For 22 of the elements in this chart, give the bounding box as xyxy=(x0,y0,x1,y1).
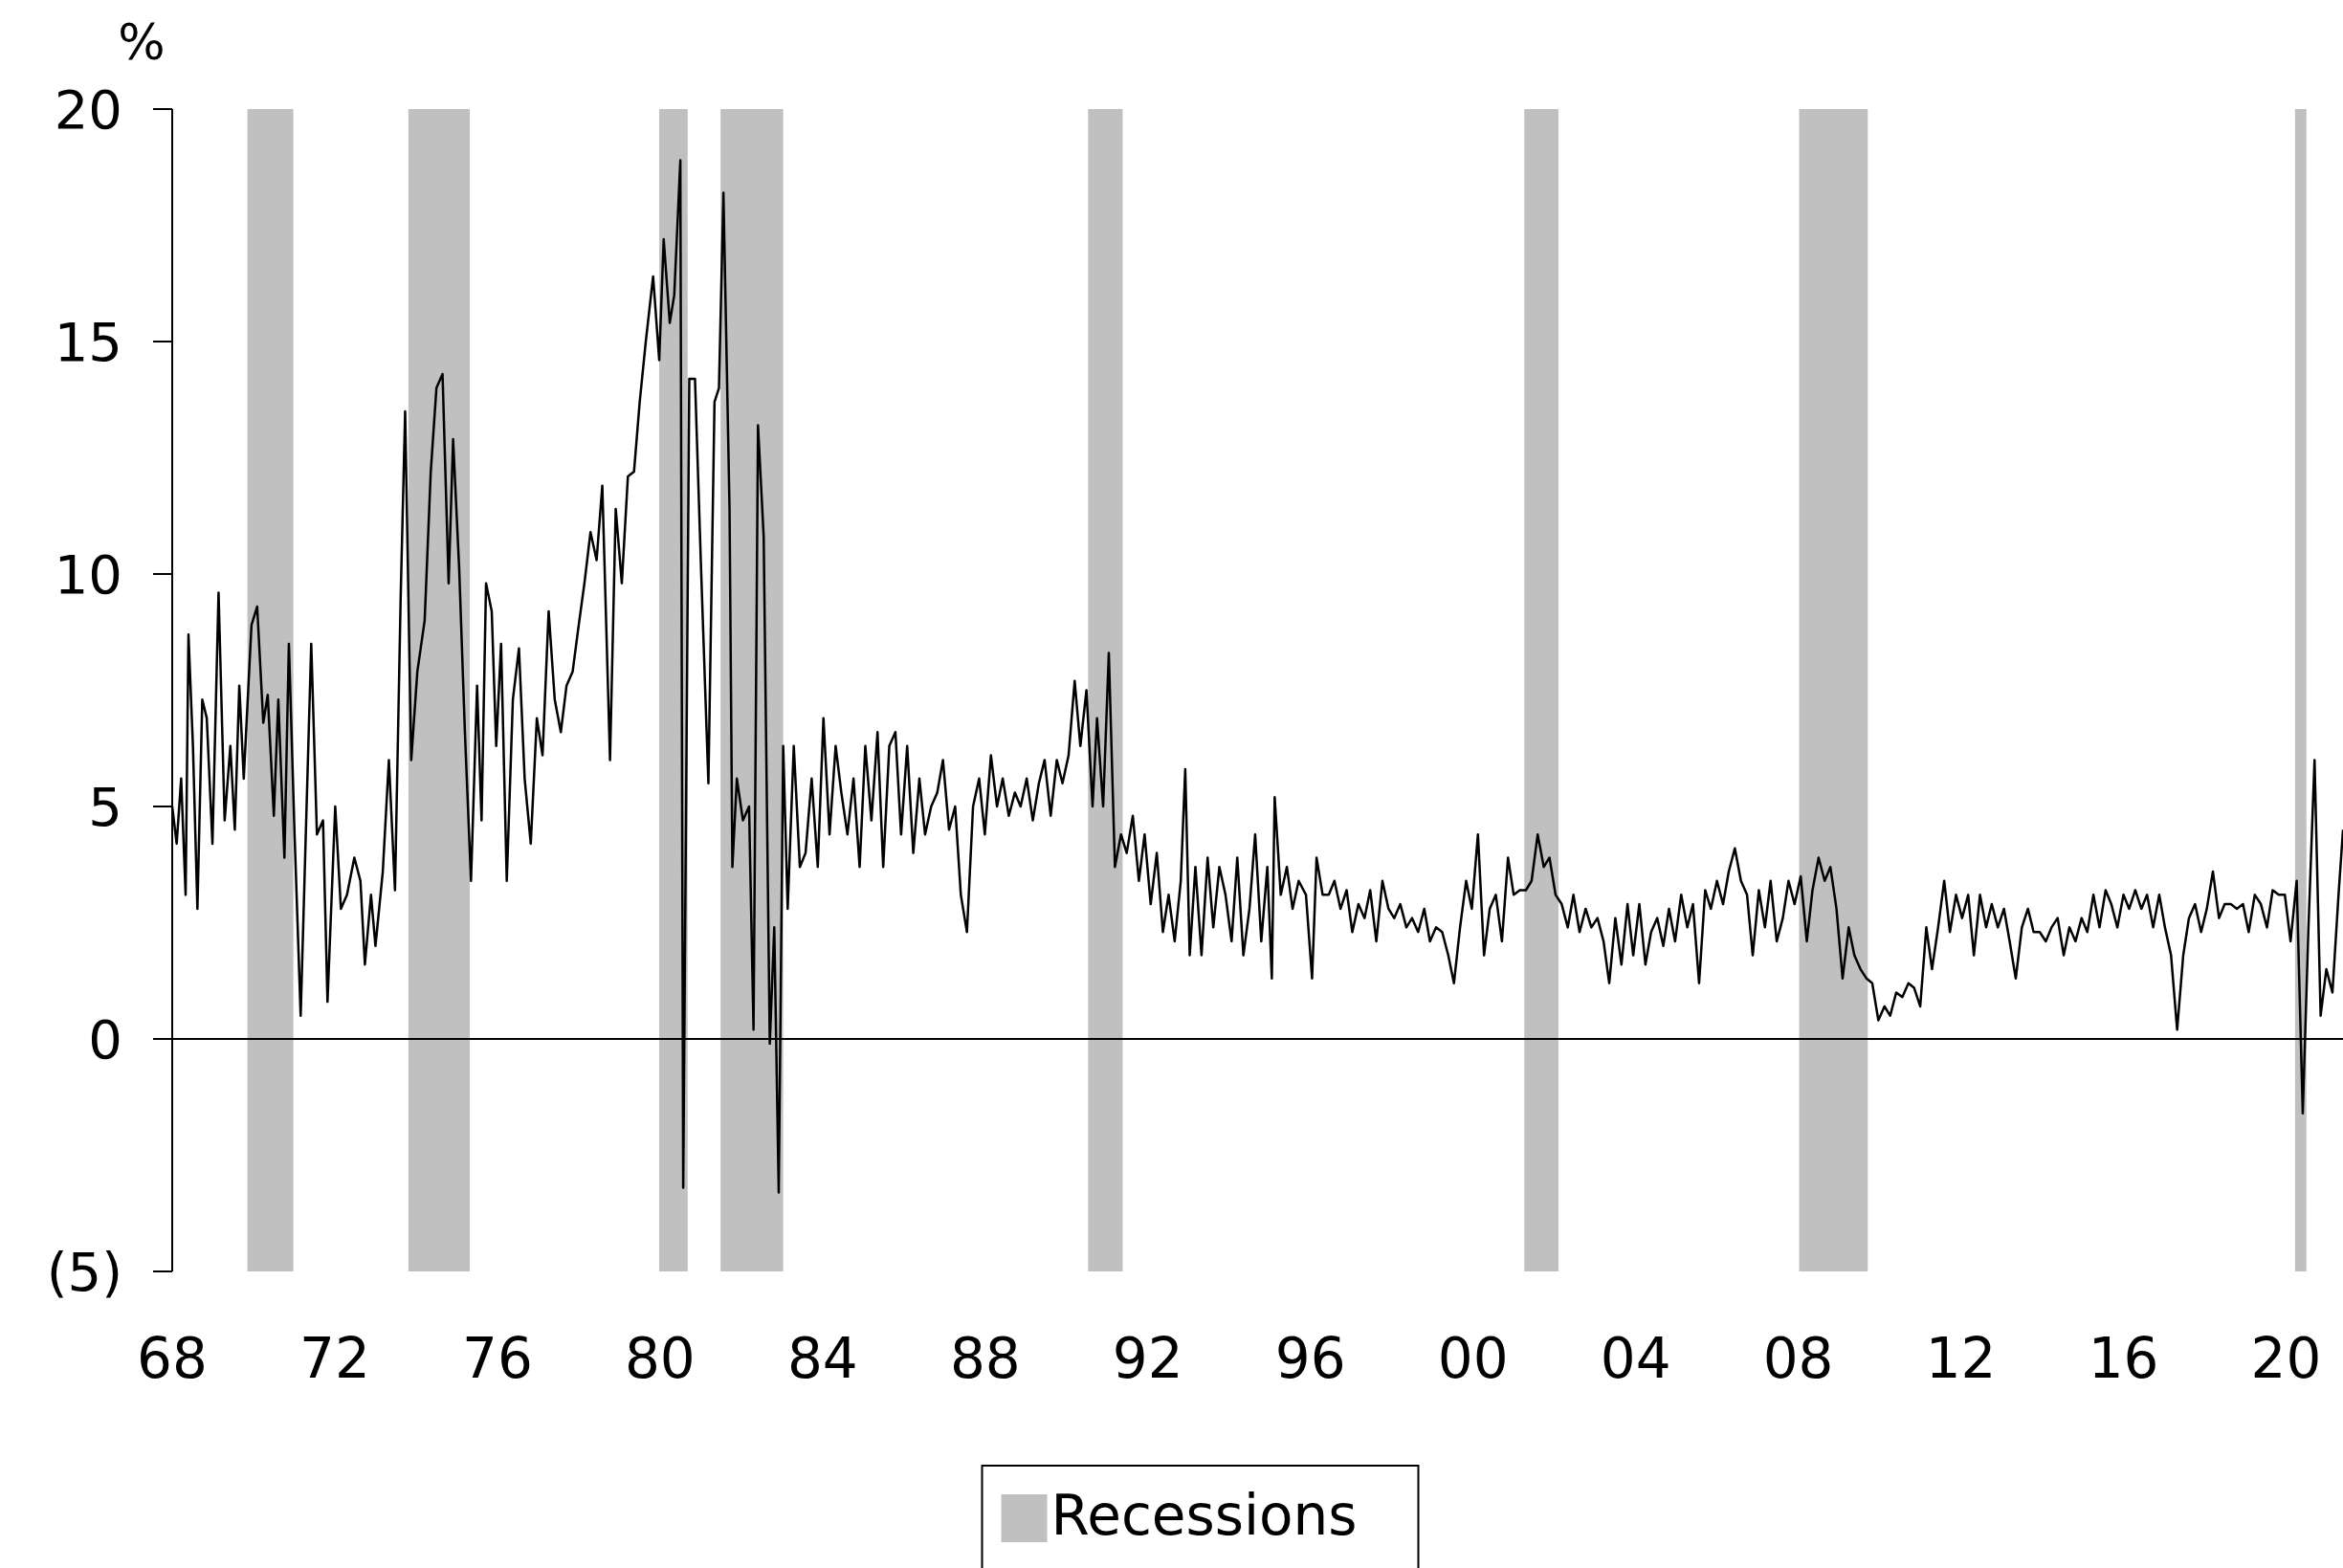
y-tick-label: 10 xyxy=(54,542,122,606)
x-tick-label: 08 xyxy=(1762,1326,1834,1391)
x-tick-label: 20 xyxy=(2250,1326,2322,1391)
x-tick-label: 04 xyxy=(1600,1326,1671,1391)
x-tick-label: 92 xyxy=(1112,1326,1183,1391)
y-tick-label: 0 xyxy=(88,1007,122,1071)
y-tick-label: 5 xyxy=(88,775,122,838)
y-axis-title: % xyxy=(118,13,166,71)
x-tick-label: 00 xyxy=(1437,1326,1509,1391)
legend-label: Recessions xyxy=(1050,1483,1358,1548)
x-tick-label: 76 xyxy=(462,1326,533,1391)
y-tick-label: (5) xyxy=(46,1240,122,1303)
x-tick-label: 80 xyxy=(624,1326,696,1391)
y-tick-label: 15 xyxy=(54,310,122,373)
y-tick-label: 20 xyxy=(54,77,122,141)
x-tick-label: 72 xyxy=(299,1326,370,1391)
x-tick-label: 68 xyxy=(137,1326,208,1391)
x-tick-label: 96 xyxy=(1274,1326,1346,1391)
x-tick-label: 12 xyxy=(1925,1326,1997,1391)
x-tick-label: 88 xyxy=(949,1326,1021,1391)
x-tick-label: 16 xyxy=(2088,1326,2159,1391)
x-tick-label: 84 xyxy=(786,1326,858,1391)
